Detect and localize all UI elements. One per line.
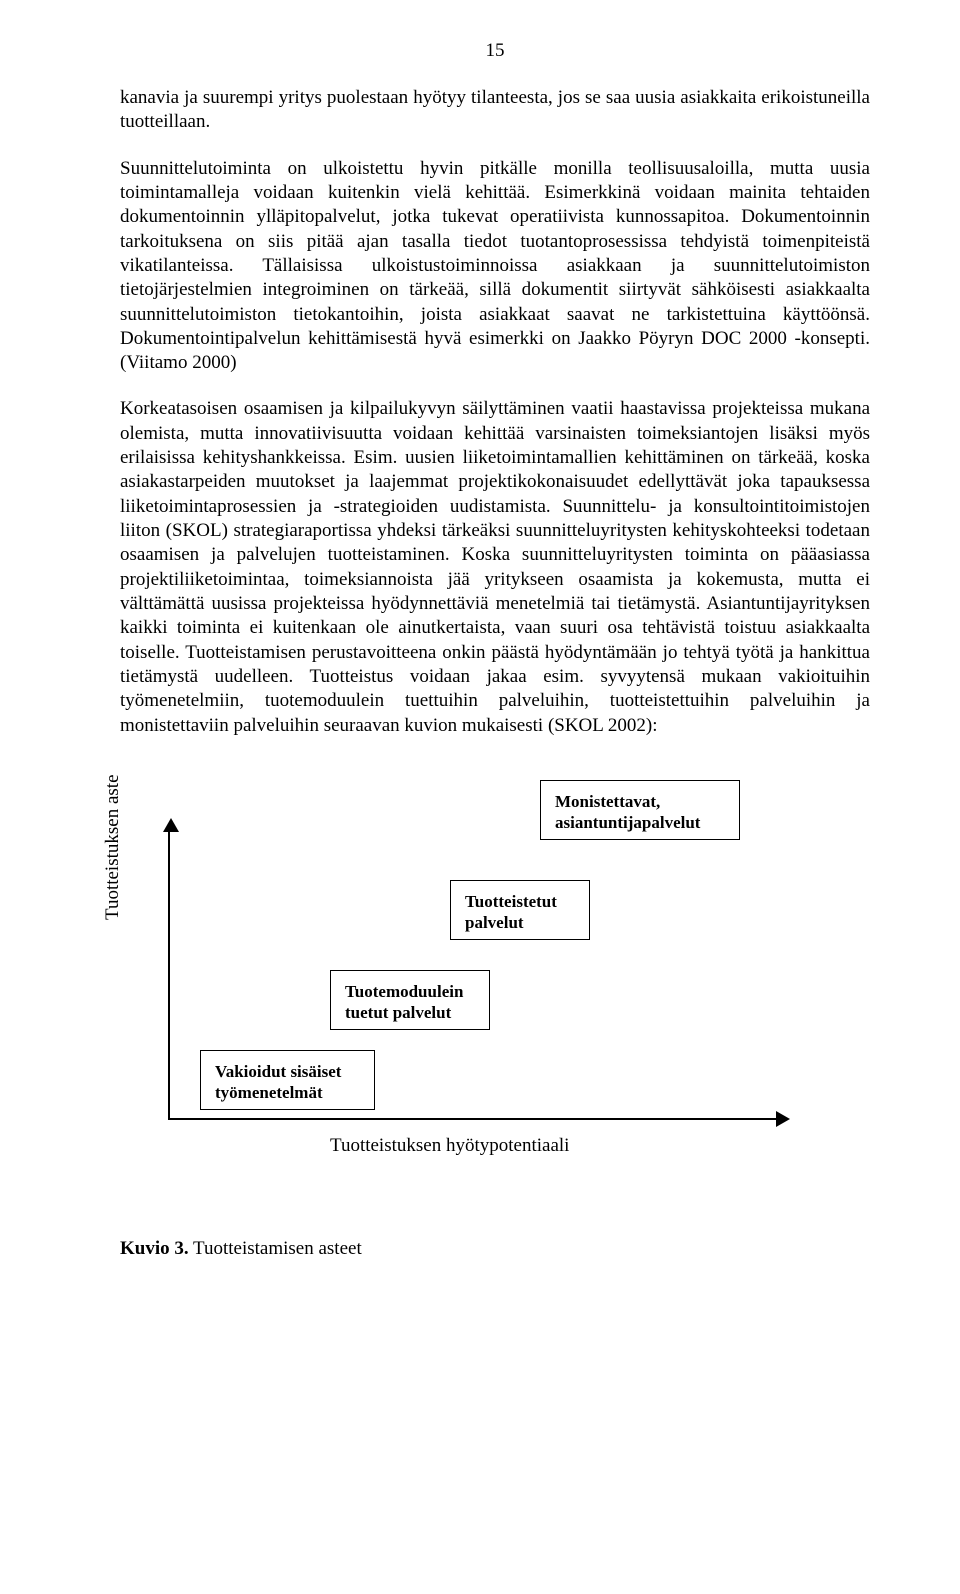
step-box-4: Monistettavat,asiantuntijapalvelut	[540, 780, 740, 840]
x-axis-label: Tuotteistuksen hyötypotentiaali	[330, 1135, 569, 1157]
figure-caption: Kuvio 3. Tuotteistamisen asteet	[120, 1238, 870, 1260]
paragraph-1: kanavia ja suurempi yritys puolestaan hy…	[120, 86, 870, 135]
document-page: 15 kanavia ja suurempi yritys puolestaan…	[0, 0, 960, 1320]
step-diagram: Tuotteistuksen aste Tuotteistuksen hyöty…	[120, 760, 870, 1210]
step-box-1: Vakioidut sisäisettyömenetelmät	[200, 1050, 375, 1110]
page-number: 15	[120, 40, 870, 62]
paragraph-3: Korkeatasoisen osaamisen ja kilpailukyvy…	[120, 397, 870, 737]
step-box-2: Tuotemoduuleintuetut palvelut	[330, 970, 490, 1030]
y-axis-label: Tuotteistuksen aste	[102, 774, 124, 920]
step-box-3: Tuotteistetutpalvelut	[450, 880, 590, 940]
figure-caption-label: Kuvio 3.	[120, 1238, 189, 1259]
figure-caption-text: Tuotteistamisen asteet	[189, 1238, 362, 1259]
y-axis-arrow	[168, 830, 170, 1120]
x-axis-arrow	[168, 1118, 778, 1120]
paragraph-2: Suunnittelutoiminta on ulkoistettu hyvin…	[120, 157, 870, 376]
